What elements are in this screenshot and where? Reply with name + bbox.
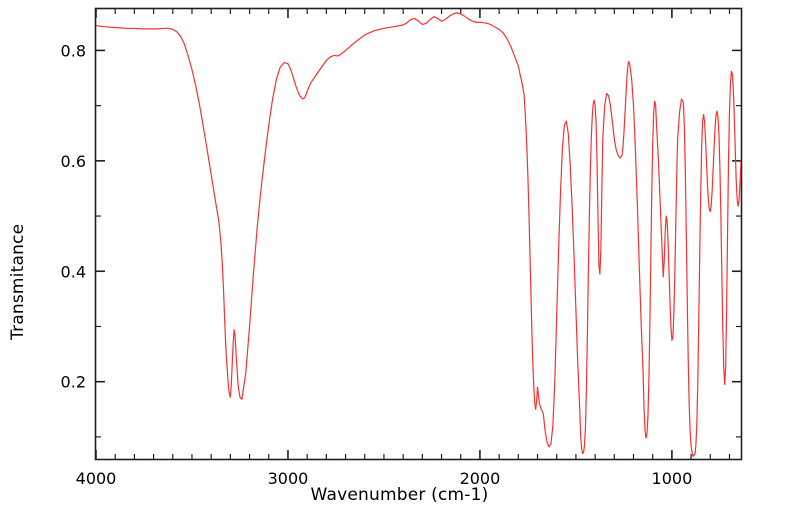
- y-axis-ticks: [96, 49, 741, 438]
- y-axis-tick-labels: 0.2 0.4 0.6 0.8: [61, 41, 86, 391]
- x-axis-ticks: [95, 9, 731, 459]
- x-tick-label: 3000: [268, 469, 309, 488]
- y-tick-label: 0.6: [61, 152, 86, 171]
- spectrum-line: [96, 12, 741, 457]
- x-tick-label: 2000: [460, 469, 501, 488]
- x-tick-label: 4000: [76, 469, 117, 488]
- y-axis-label: Transmitance: [8, 223, 28, 340]
- x-axis-tick-labels: 4000 3000 2000 1000: [76, 469, 693, 488]
- y-tick-label: 0.8: [61, 41, 86, 60]
- x-tick-label: 1000: [652, 469, 693, 488]
- plot-frame: [94, 7, 743, 461]
- x-axis-label: Wavenumber (cm-1): [310, 485, 489, 505]
- y-tick-label: 0.2: [61, 373, 86, 392]
- y-tick-label: 0.4: [61, 262, 86, 281]
